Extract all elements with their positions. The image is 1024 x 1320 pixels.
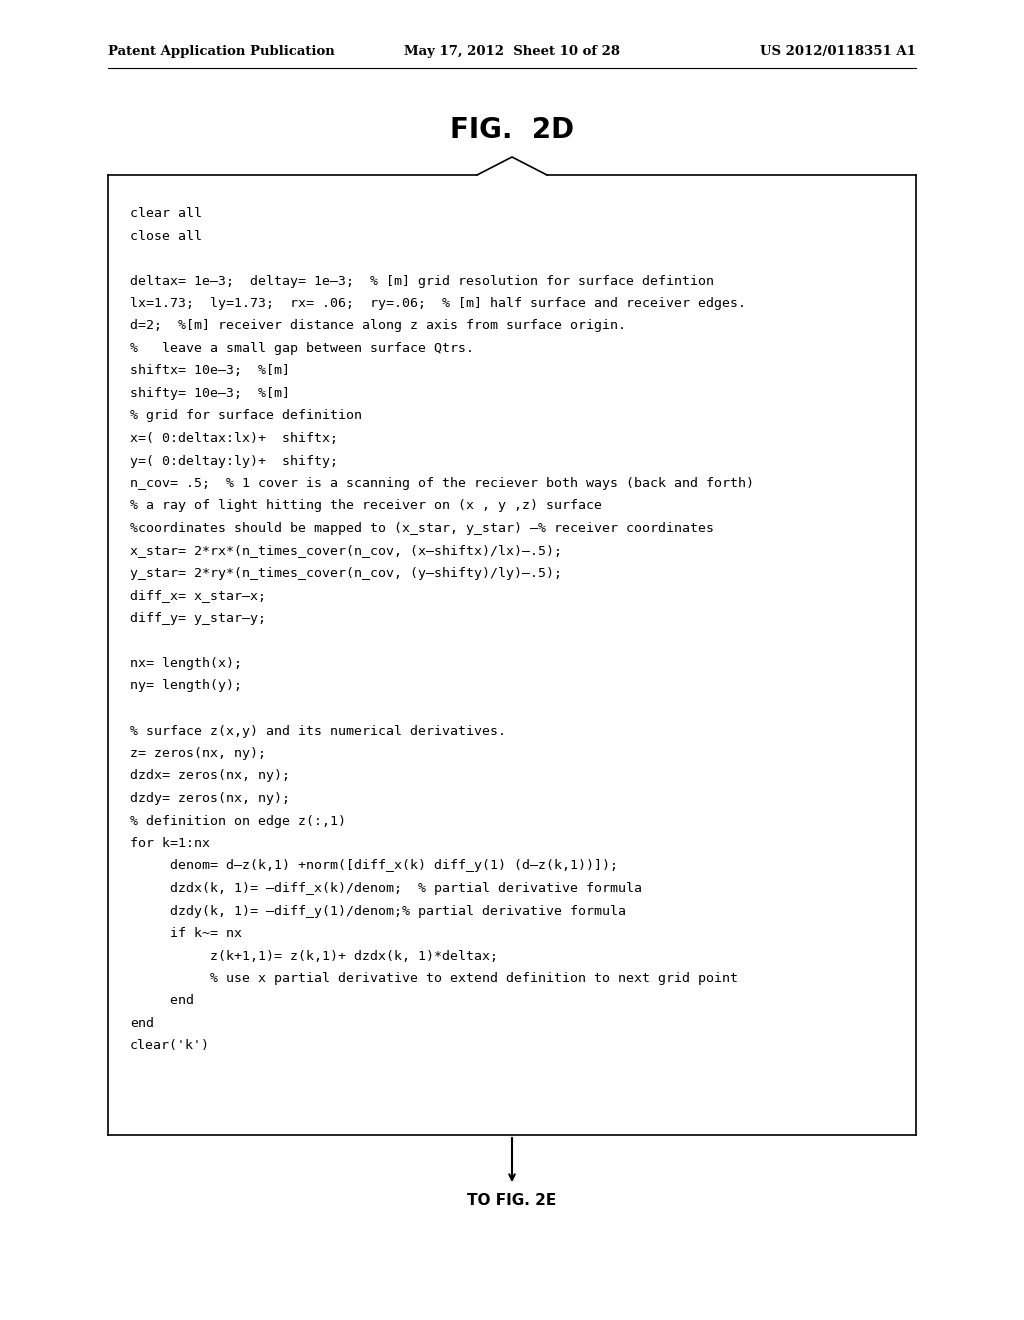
Text: x_star= 2*rx*(n_times_cover(n_cov, (x–shiftx)/lx)–.5);: x_star= 2*rx*(n_times_cover(n_cov, (x–sh… [130, 544, 562, 557]
Text: diff_x= x_star–x;: diff_x= x_star–x; [130, 590, 266, 602]
Text: end: end [130, 1016, 154, 1030]
Text: nx= length(x);: nx= length(x); [130, 657, 242, 671]
Text: z= zeros(nx, ny);: z= zeros(nx, ny); [130, 747, 266, 760]
Text: May 17, 2012  Sheet 10 of 28: May 17, 2012 Sheet 10 of 28 [404, 45, 620, 58]
Text: % definition on edge z(:,1): % definition on edge z(:,1) [130, 814, 346, 828]
Text: end: end [130, 994, 194, 1007]
Text: Patent Application Publication: Patent Application Publication [108, 45, 335, 58]
Text: close all: close all [130, 230, 202, 243]
Text: d=2;  %[m] receiver distance along z axis from surface origin.: d=2; %[m] receiver distance along z axis… [130, 319, 626, 333]
Text: clear all: clear all [130, 207, 202, 220]
Text: dzdy(k, 1)= –diff_y(1)/denom;% partial derivative formula: dzdy(k, 1)= –diff_y(1)/denom;% partial d… [130, 904, 626, 917]
Text: n_cov= .5;  % 1 cover is a scanning of the reciever both ways (back and forth): n_cov= .5; % 1 cover is a scanning of th… [130, 477, 754, 490]
Text: clear('k'): clear('k') [130, 1040, 210, 1052]
Text: shifty= 10e–3;  %[m]: shifty= 10e–3; %[m] [130, 387, 290, 400]
Text: y=( 0:deltay:ly)+  shifty;: y=( 0:deltay:ly)+ shifty; [130, 454, 338, 467]
Text: for k=1:nx: for k=1:nx [130, 837, 210, 850]
Text: y_star= 2*ry*(n_times_cover(n_cov, (y–shifty)/ly)–.5);: y_star= 2*ry*(n_times_cover(n_cov, (y–sh… [130, 568, 562, 579]
Text: z(k+1,1)= z(k,1)+ dzdx(k, 1)*deltax;: z(k+1,1)= z(k,1)+ dzdx(k, 1)*deltax; [130, 949, 498, 962]
Text: ny= length(y);: ny= length(y); [130, 680, 242, 693]
Text: dzdx(k, 1)= –diff_x(k)/denom;  % partial derivative formula: dzdx(k, 1)= –diff_x(k)/denom; % partial … [130, 882, 642, 895]
Text: FIG.  2D: FIG. 2D [450, 116, 574, 144]
Text: US 2012/0118351 A1: US 2012/0118351 A1 [760, 45, 916, 58]
Text: TO FIG. 2E: TO FIG. 2E [467, 1193, 557, 1208]
Text: x=( 0:deltax:lx)+  shiftx;: x=( 0:deltax:lx)+ shiftx; [130, 432, 338, 445]
Text: shiftx= 10e–3;  %[m]: shiftx= 10e–3; %[m] [130, 364, 290, 378]
Text: deltax= 1e–3;  deltay= 1e–3;  % [m] grid resolution for surface defintion: deltax= 1e–3; deltay= 1e–3; % [m] grid r… [130, 275, 714, 288]
Text: dzdy= zeros(nx, ny);: dzdy= zeros(nx, ny); [130, 792, 290, 805]
Text: if k~= nx: if k~= nx [130, 927, 242, 940]
Text: % surface z(x,y) and its numerical derivatives.: % surface z(x,y) and its numerical deriv… [130, 725, 506, 738]
Text: % use x partial derivative to extend definition to next grid point: % use x partial derivative to extend def… [130, 972, 738, 985]
Text: %coordinates should be mapped to (x_star, y_star) –% receiver coordinates: %coordinates should be mapped to (x_star… [130, 521, 714, 535]
Text: lx=1.73;  ly=1.73;  rx= .06;  ry=.06;  % [m] half surface and receiver edges.: lx=1.73; ly=1.73; rx= .06; ry=.06; % [m]… [130, 297, 746, 310]
Text: diff_y= y_star–y;: diff_y= y_star–y; [130, 612, 266, 624]
Text: % a ray of light hitting the receiver on (x , y ,z) surface: % a ray of light hitting the receiver on… [130, 499, 602, 512]
Text: %   leave a small gap between surface Qtrs.: % leave a small gap between surface Qtrs… [130, 342, 474, 355]
Text: % grid for surface definition: % grid for surface definition [130, 409, 362, 422]
Text: denom= d–z(k,1) +norm([diff_x(k) diff_y(1) (d–z(k,1))]);: denom= d–z(k,1) +norm([diff_x(k) diff_y(… [130, 859, 618, 873]
Text: dzdx= zeros(nx, ny);: dzdx= zeros(nx, ny); [130, 770, 290, 783]
